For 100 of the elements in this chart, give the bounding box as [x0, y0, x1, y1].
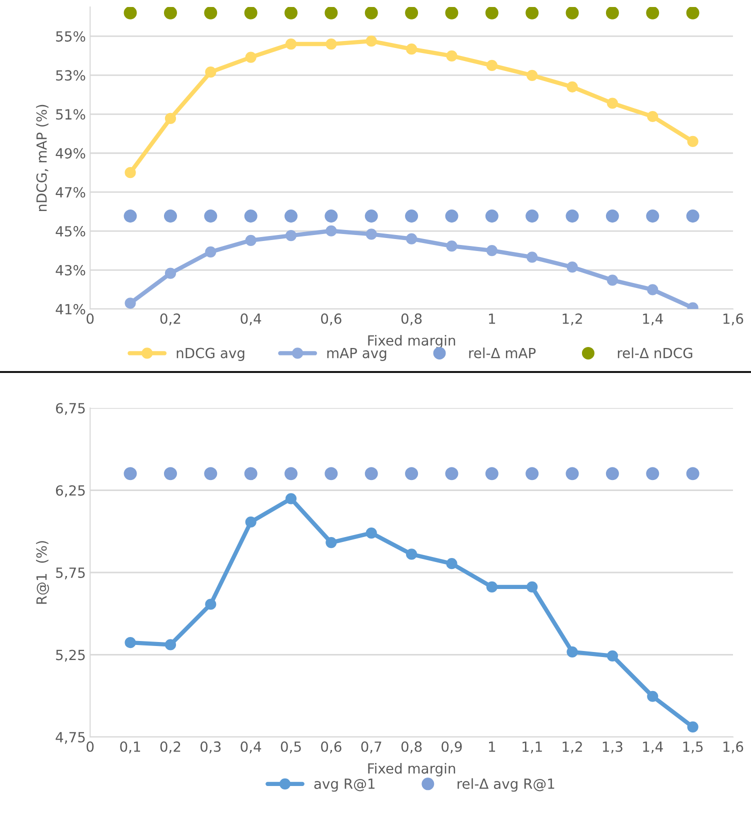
point — [284, 210, 298, 223]
point — [245, 234, 256, 246]
point — [445, 467, 458, 480]
x-axis-title: Fixed margin — [368, 762, 456, 776]
y-tick-label: 53% — [56, 70, 86, 81]
y-tick-label: 6,25 — [56, 485, 85, 498]
legend-label: nDCG avg — [176, 348, 244, 361]
y-tick-label: 4,75 — [56, 732, 85, 744]
point — [406, 233, 418, 244]
x-tick-label: 1,4 — [643, 742, 663, 754]
point — [124, 167, 136, 178]
y-tick-label: 43% — [56, 265, 86, 276]
point — [164, 268, 176, 279]
x-tick-label: 1,6 — [723, 741, 744, 754]
y-tick-label: 41% — [56, 304, 86, 314]
point — [405, 210, 418, 223]
point — [526, 70, 538, 81]
point — [245, 52, 256, 63]
point — [606, 650, 618, 662]
point — [205, 246, 216, 258]
point — [606, 98, 618, 109]
point — [124, 298, 136, 309]
point — [285, 493, 297, 504]
point — [364, 210, 378, 223]
point — [164, 210, 177, 223]
point — [566, 210, 579, 223]
x-tick-label: 0,2 — [160, 741, 180, 754]
point — [364, 467, 378, 480]
x-tick-label: 1,6 — [723, 313, 744, 326]
x-tick-label: 0,9 — [442, 741, 462, 754]
point — [124, 637, 136, 648]
point — [606, 7, 619, 20]
legend-label: mAP avg — [327, 348, 386, 361]
point — [285, 38, 297, 50]
point — [526, 581, 538, 593]
point — [285, 230, 297, 242]
point — [687, 721, 698, 733]
point — [606, 467, 619, 480]
legend-label: rel-Δ mAP — [469, 348, 536, 358]
point — [566, 81, 578, 92]
point — [446, 558, 458, 570]
point — [606, 210, 619, 223]
point — [647, 110, 658, 122]
x-tick-label: 1,5 — [683, 742, 703, 754]
point — [566, 7, 579, 20]
y-axis-title: R@1 (%) — [36, 541, 49, 604]
y-axis-title: nDCG, mAP (%) — [36, 104, 48, 212]
point — [245, 516, 256, 528]
y-tick-label: 55% — [56, 31, 86, 42]
point — [486, 60, 498, 72]
point — [566, 262, 578, 273]
y-tick-label: 5,25 — [56, 650, 85, 662]
point — [526, 467, 539, 480]
point — [647, 690, 658, 702]
x-tick-label: 0,5 — [280, 741, 301, 754]
x-tick-label: 0,4 — [240, 313, 262, 326]
point — [647, 284, 658, 296]
point — [446, 50, 458, 62]
x-tick-label: 0,2 — [160, 313, 180, 326]
point — [646, 467, 660, 480]
x-tick-label: 0,8 — [401, 741, 422, 754]
x-tick-label: 0 — [86, 313, 94, 324]
point — [366, 228, 377, 240]
x-tick-label: 0,7 — [361, 741, 382, 754]
x-axis-title: Fixed margin — [368, 334, 456, 348]
x-tick-label: 0,4 — [240, 741, 262, 754]
point — [486, 244, 498, 256]
point — [284, 467, 298, 480]
point — [204, 210, 218, 223]
x-tick-label: 1 — [489, 314, 496, 324]
y-tick-label: 6,75 — [56, 402, 85, 415]
x-tick-label: 0,1 — [120, 741, 140, 754]
point — [205, 598, 216, 610]
point — [446, 240, 458, 252]
point — [686, 210, 700, 223]
x-tick-label: 1,2 — [562, 741, 582, 754]
point — [686, 7, 700, 20]
point — [164, 112, 176, 124]
point — [526, 7, 539, 20]
x-tick-label: 0,3 — [200, 741, 221, 754]
point — [324, 7, 338, 20]
point — [164, 467, 177, 480]
x-tick-label: 0 — [86, 741, 94, 752]
y-tick-label: 51% — [56, 109, 86, 120]
point — [526, 210, 539, 223]
point — [606, 274, 618, 286]
point — [244, 210, 258, 223]
point — [406, 44, 418, 55]
point — [566, 646, 578, 658]
point — [406, 548, 418, 560]
x-tick-label: 1,2 — [562, 313, 582, 326]
point — [364, 7, 378, 20]
point — [324, 210, 338, 223]
legend-label: rel-Δ avg R@1 — [458, 778, 554, 792]
point — [686, 467, 700, 480]
point — [445, 7, 458, 20]
y-tick-label: 47% — [56, 187, 86, 198]
point — [646, 7, 660, 20]
x-tick-label: 0,6 — [321, 313, 342, 326]
x-tick-label: 1 — [489, 742, 496, 752]
